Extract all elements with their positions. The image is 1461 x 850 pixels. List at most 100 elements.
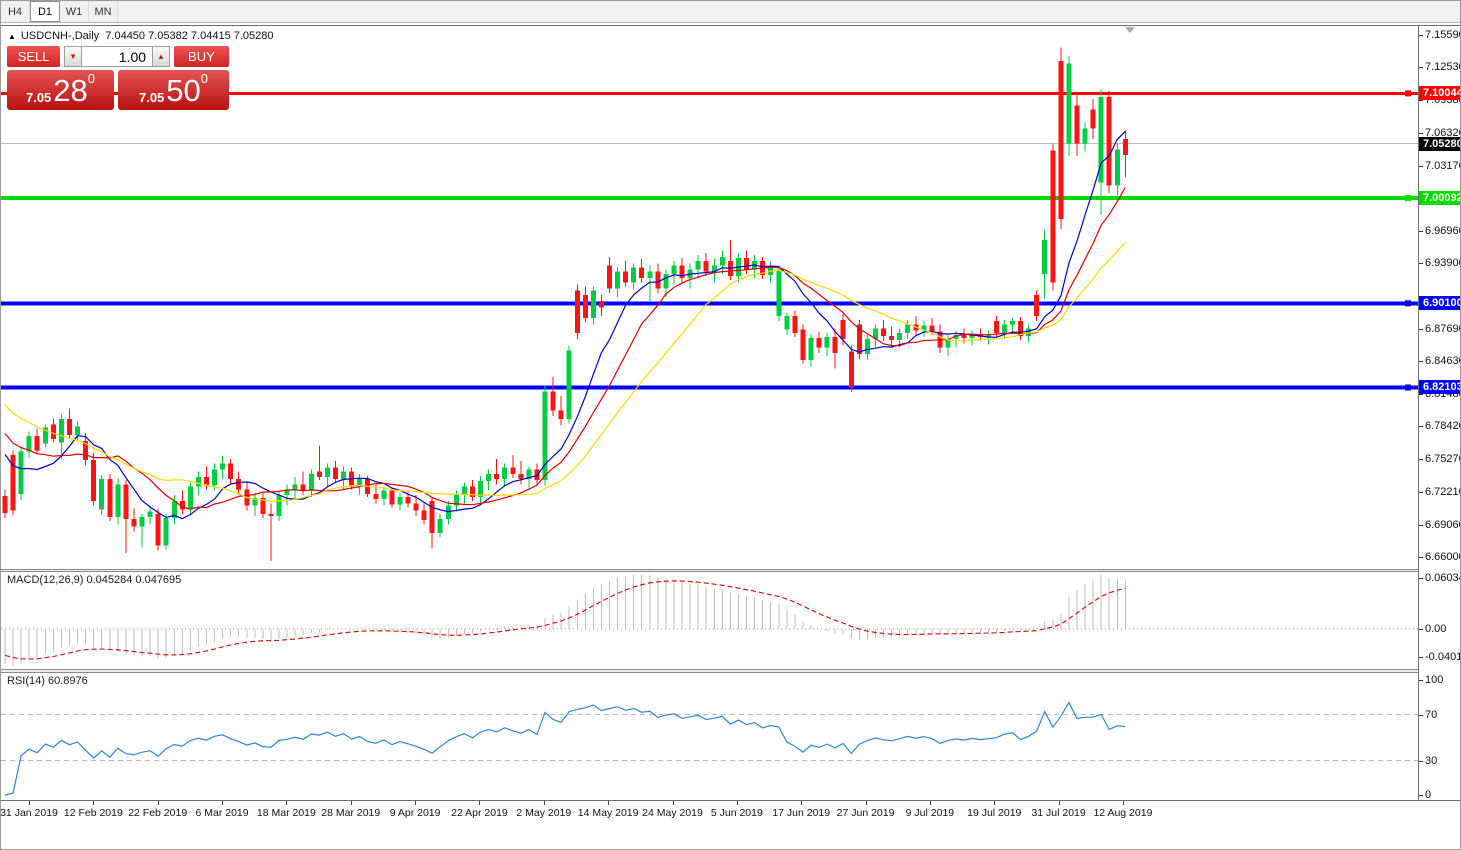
candle[interactable] <box>91 452 97 506</box>
candle[interactable] <box>381 486 387 506</box>
macd-panel[interactable]: MACD(12,26,9) 0.045284 0.047695 <box>1 572 1460 669</box>
candle[interactable] <box>921 321 927 337</box>
candle[interactable] <box>1010 318 1015 333</box>
candle[interactable] <box>832 328 838 369</box>
candle[interactable] <box>10 450 16 515</box>
candle[interactable] <box>50 419 56 443</box>
date-axis[interactable]: 31 Jan 2019 12 Feb 2019 22 Feb 2019 6 Mar 2… <box>1 800 1460 827</box>
rsi-panel[interactable]: RSI(14) 60.8976 <box>1 673 1460 800</box>
candle[interactable] <box>276 490 282 522</box>
panel-divider[interactable] <box>1 569 1460 572</box>
candle[interactable] <box>58 413 64 460</box>
candle[interactable] <box>1018 317 1024 341</box>
candle[interactable] <box>574 284 580 340</box>
candle[interactable] <box>26 431 32 459</box>
candle[interactable] <box>413 494 419 516</box>
candle[interactable] <box>1122 130 1128 177</box>
candle[interactable] <box>437 513 443 537</box>
volume-decrease-icon[interactable]: ▼ <box>64 46 83 67</box>
timeframe-button-mn[interactable]: MN <box>89 1 118 22</box>
candle[interactable] <box>671 261 677 285</box>
candle[interactable] <box>260 492 266 519</box>
candle[interactable] <box>83 432 89 466</box>
candle[interactable] <box>687 263 693 289</box>
candle[interactable] <box>655 263 661 293</box>
candle[interactable] <box>824 332 830 356</box>
candle[interactable] <box>1082 122 1088 152</box>
candle[interactable] <box>308 469 314 497</box>
candle[interactable] <box>615 266 621 298</box>
price-axis[interactable]: 7.155907.125307.093807.063207.031706.969… <box>1418 26 1460 801</box>
candle[interactable] <box>816 331 822 353</box>
price-chart-panel[interactable]: ▲ USDCNH-,Daily 7.04450 7.05382 7.04415 7… <box>1 26 1460 569</box>
candle[interactable] <box>341 466 346 490</box>
hline[interactable] <box>1 385 1418 390</box>
moving-average-line-21[interactable] <box>4 242 1126 503</box>
candle[interactable] <box>236 471 242 495</box>
chart-shift-marker-icon[interactable] <box>1125 27 1135 33</box>
candle[interactable] <box>67 408 72 440</box>
candle[interactable] <box>590 286 596 325</box>
candle[interactable] <box>873 324 878 348</box>
candle[interactable] <box>792 310 798 337</box>
candle[interactable] <box>99 474 105 515</box>
candle[interactable] <box>333 461 338 483</box>
candle[interactable] <box>2 489 8 519</box>
candle[interactable] <box>300 471 306 495</box>
candle[interactable] <box>848 345 854 392</box>
candle[interactable] <box>155 508 161 551</box>
candle[interactable] <box>389 487 395 508</box>
candle[interactable] <box>171 494 177 525</box>
candle[interactable] <box>1058 47 1064 230</box>
candle[interactable] <box>179 490 185 514</box>
hline-handle[interactable] <box>1405 90 1411 97</box>
candle[interactable] <box>34 428 40 454</box>
candle[interactable] <box>357 473 363 495</box>
candle[interactable] <box>582 286 588 323</box>
hline[interactable] <box>1 196 1418 201</box>
volume-input[interactable] <box>82 46 153 67</box>
bid-price-button[interactable]: 7.05 28 0 <box>7 70 114 110</box>
candle[interactable] <box>42 424 48 448</box>
candle[interactable] <box>598 294 604 316</box>
moving-average-line-13[interactable] <box>4 187 1126 510</box>
candle[interactable] <box>123 480 129 553</box>
candle[interactable] <box>405 490 411 508</box>
candle[interactable] <box>429 497 435 549</box>
candle[interactable] <box>937 324 943 353</box>
hline[interactable] <box>1 301 1418 306</box>
candle[interactable] <box>1042 229 1048 300</box>
candle[interactable] <box>550 377 556 416</box>
candle[interactable] <box>864 334 870 361</box>
candle[interactable] <box>470 480 475 502</box>
candle[interactable] <box>75 421 80 442</box>
candle[interactable] <box>131 508 137 532</box>
candle[interactable] <box>139 513 145 548</box>
candle[interactable] <box>1034 290 1040 322</box>
buy-button[interactable]: BUY <box>173 46 230 67</box>
candle[interactable] <box>856 320 862 360</box>
candle[interactable] <box>607 257 612 293</box>
candle[interactable] <box>1098 89 1104 215</box>
timeframe-button-h4[interactable]: H4 <box>1 1 30 22</box>
timeframe-button-w1[interactable]: W1 <box>60 1 89 22</box>
hline-handle[interactable] <box>1405 384 1411 391</box>
candlestick-chart[interactable] <box>1 26 1418 569</box>
candle[interactable] <box>1114 143 1120 196</box>
candle[interactable] <box>421 503 427 525</box>
candle[interactable] <box>776 265 782 322</box>
candle[interactable] <box>397 492 403 511</box>
candle[interactable] <box>147 507 153 525</box>
ask-price-button[interactable]: 7.05 50 0 <box>118 70 229 110</box>
hline-handle[interactable] <box>1405 300 1411 307</box>
candle[interactable] <box>316 445 322 481</box>
candle[interactable] <box>566 345 572 424</box>
candle[interactable] <box>711 259 717 283</box>
candle[interactable] <box>993 315 999 337</box>
candle[interactable] <box>18 445 24 501</box>
candle[interactable] <box>945 334 951 356</box>
candle[interactable] <box>727 240 733 281</box>
candle[interactable] <box>784 312 790 335</box>
candle[interactable] <box>324 463 330 487</box>
candle[interactable] <box>494 459 500 485</box>
